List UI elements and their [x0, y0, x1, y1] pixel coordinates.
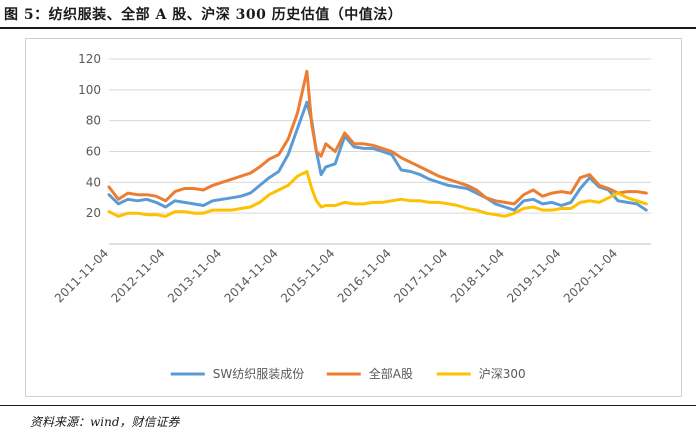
legend-label: SW纺织服装成份 [213, 367, 304, 381]
line-chart: 20 40 60 80 100 120 2011-11-042012-11-042013-1… [52, 52, 651, 381]
series-line-hs300 [107, 170, 648, 218]
source-note: 资料来源：wind，财信证券 [30, 415, 180, 429]
x-tick-label: 2020-11-04 [561, 246, 620, 305]
legend-label: 沪深300 [479, 367, 526, 381]
series-line-sw-textile [107, 100, 648, 212]
y-tick-label: 80 [86, 114, 101, 128]
x-tick-label: 2016-11-04 [335, 246, 394, 305]
title-rule [0, 27, 696, 29]
x-tick-label: 2015-11-04 [278, 246, 337, 305]
y-tick-label: 120 [78, 52, 101, 66]
x-tick-label: 2011-11-04 [52, 246, 111, 305]
x-tick-label: 2014-11-04 [222, 246, 281, 305]
series-line-all-a [107, 69, 648, 206]
x-tick-label: 2017-11-04 [391, 246, 450, 305]
y-tick-label: 100 [78, 83, 101, 97]
x-tick-label: 2018-11-04 [448, 246, 507, 305]
source-rule [0, 405, 696, 406]
y-tick-label: 40 [86, 175, 101, 189]
y-tick-label: 60 [86, 145, 101, 159]
x-tick-label: 2012-11-04 [108, 246, 167, 305]
x-tick-label: 2013-11-04 [165, 246, 224, 305]
legend-label: 全部A股 [369, 366, 413, 381]
y-tick-label: 20 [86, 206, 101, 220]
x-tick-label: 2019-11-04 [504, 246, 563, 305]
chart-area: 20 40 60 80 100 120 2011-11-04 2012-11-04 2013-1… [25, 38, 682, 397]
figure-title: 图 5：纺织服装、全部 A 股、沪深 300 历史估值（中值法） [4, 7, 403, 23]
